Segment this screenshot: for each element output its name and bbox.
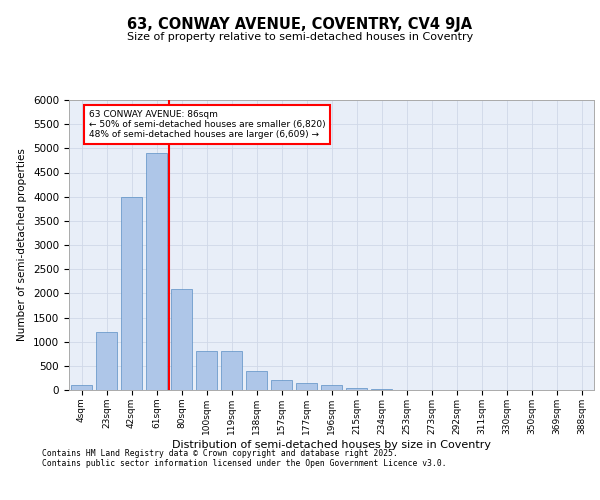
Text: 63 CONWAY AVENUE: 86sqm
← 50% of semi-detached houses are smaller (6,820)
48% of: 63 CONWAY AVENUE: 86sqm ← 50% of semi-de…: [89, 110, 326, 140]
Bar: [196, 352, 217, 390]
Bar: [171, 288, 192, 390]
Y-axis label: Number of semi-detached properties: Number of semi-detached properties: [17, 148, 28, 342]
Bar: [246, 370, 267, 390]
Text: Contains HM Land Registry data © Crown copyright and database right 2025.: Contains HM Land Registry data © Crown c…: [42, 448, 398, 458]
Bar: [146, 153, 167, 390]
Bar: [96, 332, 117, 390]
X-axis label: Distribution of semi-detached houses by size in Coventry: Distribution of semi-detached houses by …: [172, 440, 491, 450]
Text: Size of property relative to semi-detached houses in Coventry: Size of property relative to semi-detach…: [127, 32, 473, 42]
Bar: [321, 385, 342, 390]
Bar: [271, 380, 292, 390]
Bar: [71, 385, 92, 390]
Text: Contains public sector information licensed under the Open Government Licence v3: Contains public sector information licen…: [42, 458, 446, 468]
Bar: [346, 388, 367, 390]
Bar: [221, 352, 242, 390]
Bar: [121, 196, 142, 390]
Bar: [371, 389, 392, 390]
Bar: [296, 383, 317, 390]
Text: 63, CONWAY AVENUE, COVENTRY, CV4 9JA: 63, CONWAY AVENUE, COVENTRY, CV4 9JA: [127, 18, 473, 32]
